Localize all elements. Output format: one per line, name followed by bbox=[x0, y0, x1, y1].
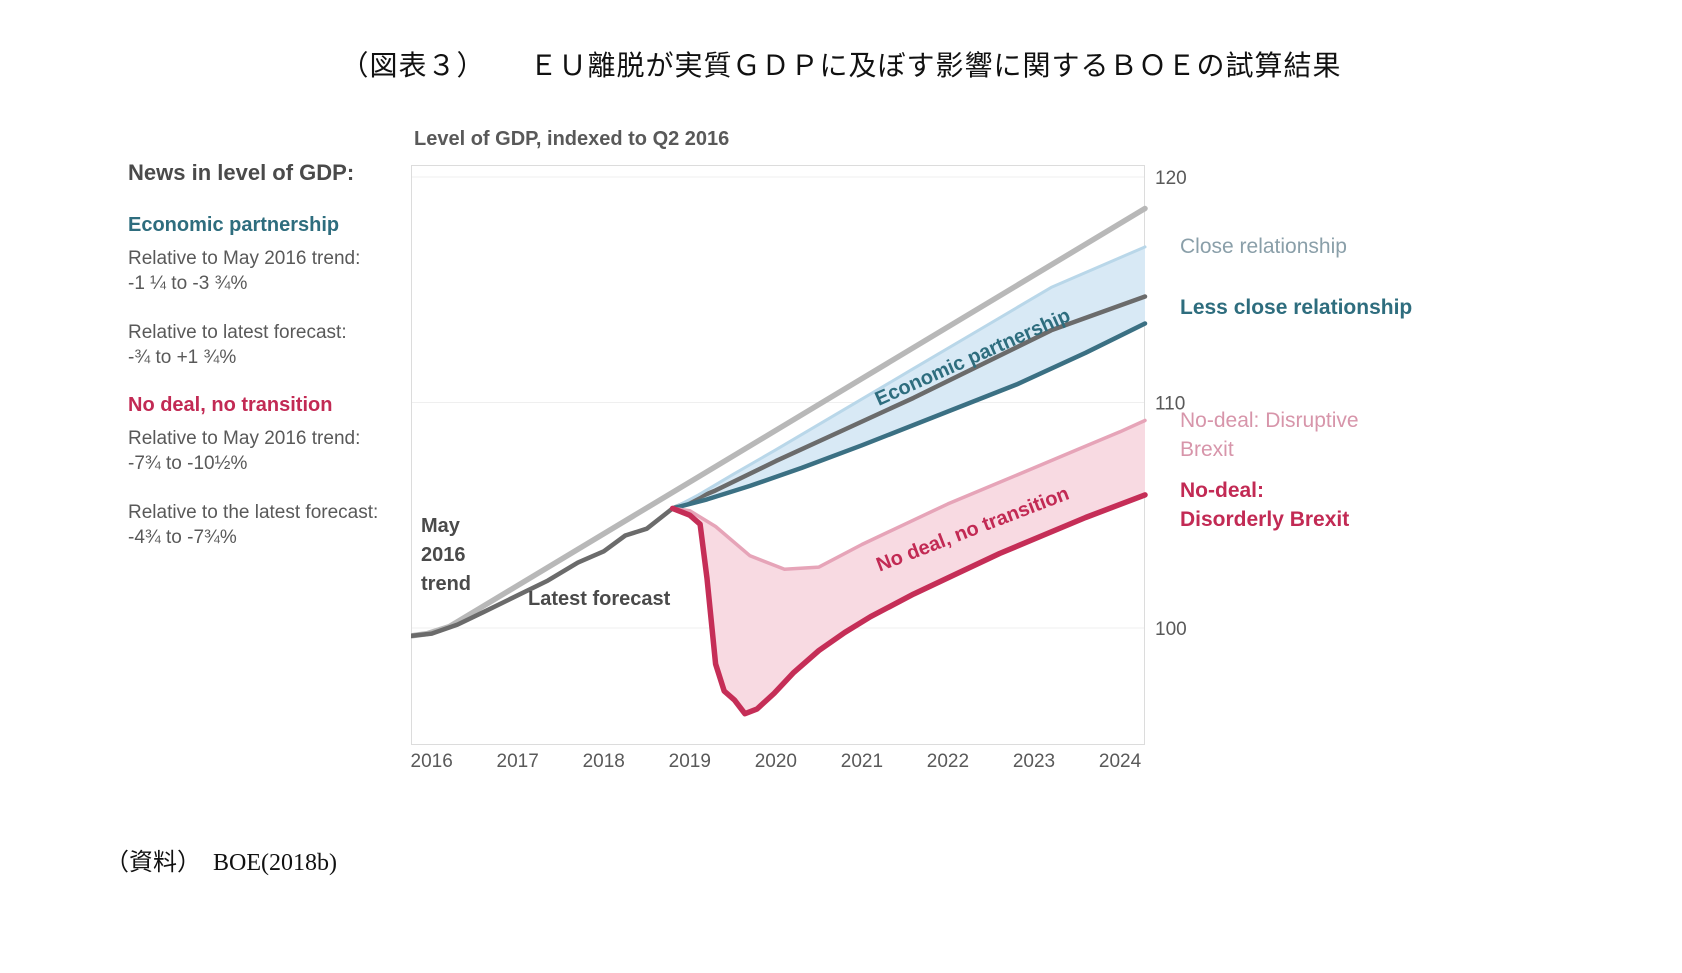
series-no-deal-disruptive-brexit bbox=[670, 418, 1147, 572]
y-tick-label: 110 bbox=[1155, 393, 1185, 414]
figure-title: （図表３） ＥＵ離脱が実質ＧＤＰに及ぼす影響に関するＢＯＥの試算結果 bbox=[340, 51, 1342, 82]
stat-row: Relative to May 2016 trend: -7¾ to -10½% bbox=[128, 426, 438, 476]
band-no-deal-disruptive-brexit bbox=[672, 420, 1145, 714]
chart-title: Level of GDP, indexed to Q2 2016 bbox=[414, 128, 730, 150]
gdp-news-panel: News in level of GDP: Economic partnersh… bbox=[128, 160, 438, 574]
no-deal-heading: No deal, no transition bbox=[128, 394, 333, 416]
stat-label: Relative to the latest forecast: bbox=[128, 502, 379, 523]
may-2016-trend-label: May 2016 trend bbox=[421, 515, 471, 595]
stat-value: -¾ to +1 ¾% bbox=[128, 347, 237, 368]
source-note: （資料） BOE(2018b) bbox=[105, 850, 337, 876]
economic-partnership-heading: Economic partnership bbox=[128, 214, 340, 236]
stat-label: Relative to May 2016 trend: bbox=[128, 428, 361, 449]
x-tick-label: 2018 bbox=[583, 751, 625, 772]
stat-label: Relative to May 2016 trend: bbox=[128, 248, 361, 269]
y-tick-label: 100 bbox=[1155, 619, 1187, 640]
legend-close-relationship: Close relationship bbox=[1180, 235, 1347, 258]
panel-heading: News in level of GDP: bbox=[128, 160, 355, 185]
series-latest-forecast bbox=[411, 294, 1148, 639]
legend-no-deal-disorderly: No-deal: Disorderly Brexit bbox=[1180, 479, 1350, 531]
economic-partnership-section: Economic partnership Relative to May 201… bbox=[128, 214, 438, 370]
latest-forecast-label: Latest forecast bbox=[528, 588, 671, 610]
stat-row: Relative to latest forecast: -¾ to +1 ¾% bbox=[128, 320, 438, 370]
legend-less-close-relationship: Less close relationship bbox=[1180, 296, 1413, 319]
x-tick-label: 2022 bbox=[927, 751, 969, 772]
x-tick-label: 2016 bbox=[411, 751, 453, 772]
x-tick-label: 2019 bbox=[669, 751, 711, 772]
stat-row: Relative to the latest forecast: -4¾ to … bbox=[128, 500, 438, 550]
series-no-deal-disorderly-brexit bbox=[669, 492, 1148, 717]
x-tick-label: 2023 bbox=[1013, 751, 1055, 772]
series-close-relationship bbox=[671, 245, 1147, 510]
y-tick-label: 120 bbox=[1155, 168, 1187, 189]
stat-value: -7¾ to -10½% bbox=[128, 453, 248, 474]
legend-no-deal-disruptive: No-deal: Disruptive Brexit bbox=[1180, 409, 1359, 461]
chart-canvas: 100 110 120 2016 2017 2018 2019 2020 2021 2022 202… bbox=[411, 165, 1187, 772]
series-less-close-relationship bbox=[670, 321, 1148, 511]
x-tick-label: 2020 bbox=[755, 751, 797, 772]
x-tick-label: 2017 bbox=[497, 751, 539, 772]
x-tick-label: 2024 bbox=[1099, 751, 1142, 772]
stat-row: Relative to May 2016 trend: -1 ¼ to -3 ¾… bbox=[128, 246, 438, 296]
stat-value: -4¾ to -7¾% bbox=[128, 527, 237, 548]
gdp-chart: 100 110 120 2016 2017 2018 2019 2020 2021 2022 202… bbox=[411, 165, 1211, 795]
no-deal-section: No deal, no transition Relative to May 2… bbox=[128, 394, 438, 550]
x-tick-label: 2021 bbox=[841, 751, 883, 772]
stat-label: Relative to latest forecast: bbox=[128, 322, 347, 343]
band-close-relationship bbox=[672, 246, 1145, 509]
stat-value: -1 ¼ to -3 ¾% bbox=[128, 273, 248, 294]
